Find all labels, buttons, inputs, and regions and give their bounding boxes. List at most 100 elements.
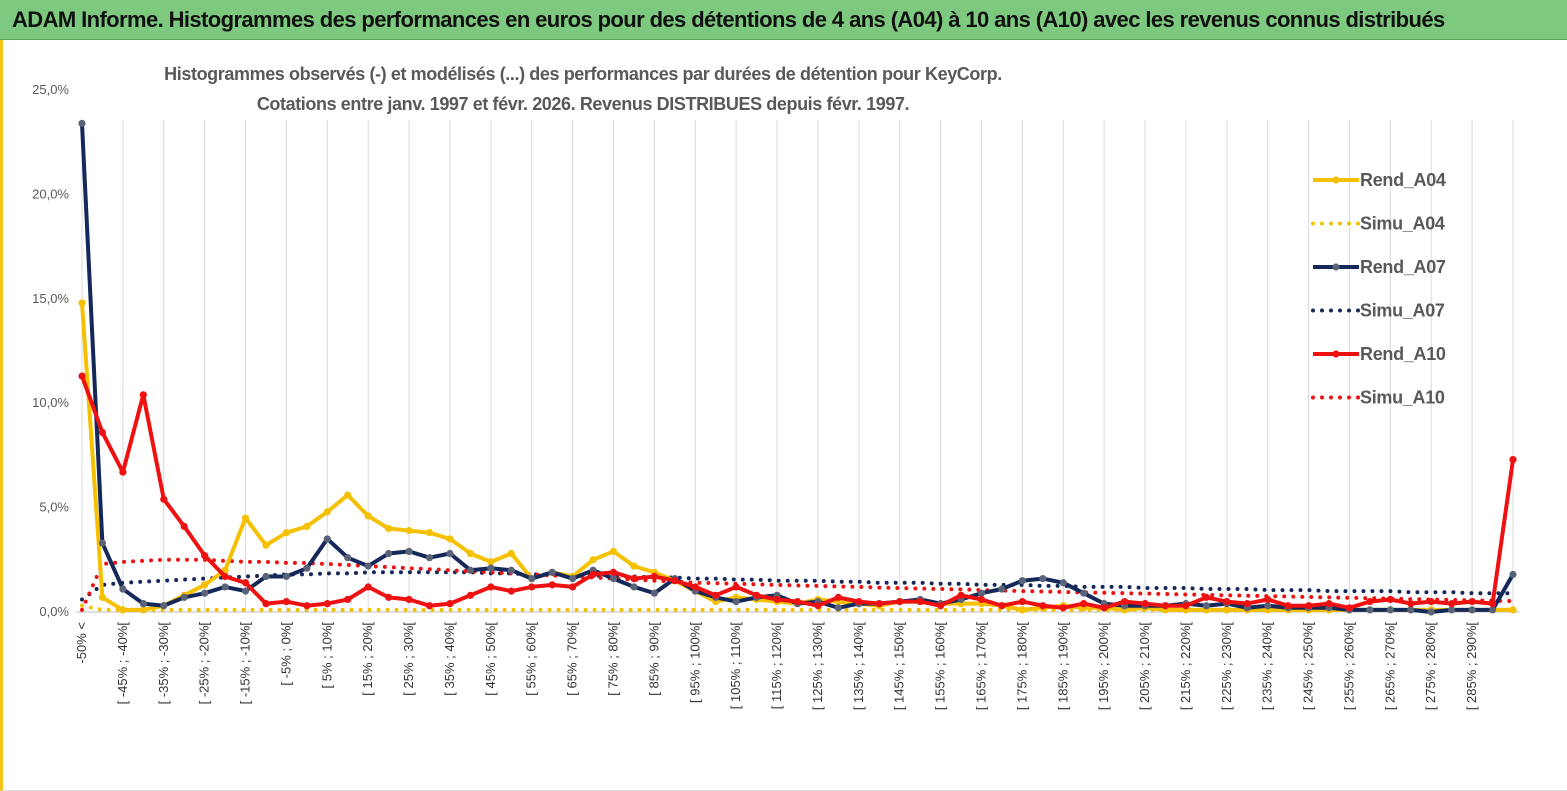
data-point <box>732 583 740 591</box>
data-point <box>303 564 311 572</box>
data-point <box>119 585 127 593</box>
y-tick-label: 20,0% <box>32 186 69 201</box>
data-point <box>712 591 720 599</box>
data-point <box>221 572 229 581</box>
data-point <box>466 549 475 558</box>
data-point <box>650 589 659 597</box>
x-tick-label: [ 215% ; 220%[ <box>1178 622 1193 711</box>
data-point <box>793 597 802 606</box>
data-point <box>405 547 413 556</box>
data-point <box>385 549 393 558</box>
x-tick-label: [ 185% ; 190%[ <box>1055 622 1070 711</box>
data-point <box>1264 602 1272 610</box>
data-point <box>1509 606 1517 614</box>
data-point <box>937 602 945 610</box>
chart-title-line2: Cotations entre janv. 1997 et févr. 2026… <box>257 94 909 114</box>
data-point <box>1120 597 1129 606</box>
data-point <box>1509 455 1517 464</box>
data-point <box>998 585 1006 593</box>
data-point <box>528 574 536 583</box>
data-point <box>589 570 597 579</box>
data-point <box>98 539 107 547</box>
legend-item-simu-a10: Simu_A10 <box>1311 388 1445 408</box>
x-tick-label: [ 5% ; 10%[ <box>319 622 334 689</box>
data-point <box>1427 597 1435 606</box>
data-point <box>507 566 515 574</box>
legend-label: Rend_A10 <box>1360 344 1446 364</box>
data-point <box>160 602 168 610</box>
series-simu-a10 <box>80 557 1515 612</box>
data-point <box>1018 606 1026 614</box>
data-point <box>119 468 127 476</box>
data-point <box>364 512 372 520</box>
data-point <box>282 572 291 581</box>
data-point <box>282 529 291 537</box>
x-tick-label: [ 195% ; 200%[ <box>1096 622 1111 711</box>
data-point <box>834 593 842 601</box>
x-tick-label: [ -15% ; -10%[ <box>238 622 253 705</box>
data-point <box>446 535 454 543</box>
legend-label: Simu_A10 <box>1360 388 1445 408</box>
series-rend-a04 <box>78 299 1517 614</box>
data-point <box>385 593 393 601</box>
data-point <box>1223 597 1231 606</box>
data-point <box>1223 606 1231 614</box>
data-point <box>1509 570 1517 579</box>
data-point <box>875 600 883 608</box>
data-point <box>630 574 638 583</box>
data-point <box>241 514 250 522</box>
data-point <box>609 568 618 576</box>
data-point <box>98 593 107 601</box>
data-point <box>487 583 495 591</box>
legend-label: Simu_A04 <box>1360 214 1445 234</box>
legend-label: Rend_A04 <box>1360 170 1446 190</box>
data-point <box>323 600 331 608</box>
legend-marker <box>1332 176 1340 184</box>
data-point <box>78 299 86 307</box>
data-point <box>446 549 454 558</box>
data-point <box>1080 589 1088 597</box>
data-point <box>425 602 434 610</box>
x-tick-label: [ -45% ; -40%[ <box>115 622 130 705</box>
data-point <box>977 595 986 604</box>
data-point <box>1243 600 1251 608</box>
data-point <box>139 391 147 399</box>
data-point <box>1407 600 1415 608</box>
data-point <box>569 583 577 591</box>
x-tick-label: -50% < <box>74 622 89 664</box>
data-point <box>344 595 352 604</box>
chart-panel: 0,0% 5,0% 10,0% 15,0% 20,0% 25,0% -50% < [ -45%… <box>0 40 1567 791</box>
x-tick-label: [ -35% ; -30%[ <box>156 622 171 705</box>
y-tick-label: 15,0% <box>32 291 69 306</box>
report-title: ADAM Informe. Histogrammes des performan… <box>12 7 1445 32</box>
data-point <box>1345 604 1354 612</box>
data-point <box>834 604 842 612</box>
legend-item-rend-a04: Rend_A04 <box>1313 170 1446 190</box>
x-tick-label: [ 145% ; 150%[ <box>892 622 907 711</box>
data-point <box>241 587 250 595</box>
x-tick-label: [ 235% ; 240%[ <box>1260 622 1275 711</box>
data-point <box>1386 606 1394 614</box>
series-rend-a10 <box>78 372 1517 612</box>
data-point <box>160 495 168 503</box>
x-tick-label: [ 15% ; 20%[ <box>360 622 375 696</box>
data-point <box>630 583 638 591</box>
data-point <box>1488 600 1497 608</box>
x-tick-label: [ 175% ; 180%[ <box>1014 622 1029 711</box>
data-point <box>303 602 311 610</box>
series-line <box>80 557 1515 612</box>
x-tick-label: [ 275% ; 280%[ <box>1423 622 1438 711</box>
data-point <box>1141 600 1149 608</box>
legend-label: Rend_A07 <box>1360 257 1446 277</box>
data-point <box>1018 577 1026 585</box>
data-point <box>487 564 495 572</box>
data-point <box>650 572 659 581</box>
data-point <box>201 581 209 589</box>
x-tick-label: [ 225% ; 230%[ <box>1219 622 1234 711</box>
data-point <box>1100 604 1108 612</box>
legend-marker <box>1332 263 1340 271</box>
x-tick-label: [ 125% ; 130%[ <box>810 622 825 711</box>
data-point <box>180 593 188 601</box>
series-line <box>80 570 1515 602</box>
data-point <box>732 597 740 606</box>
